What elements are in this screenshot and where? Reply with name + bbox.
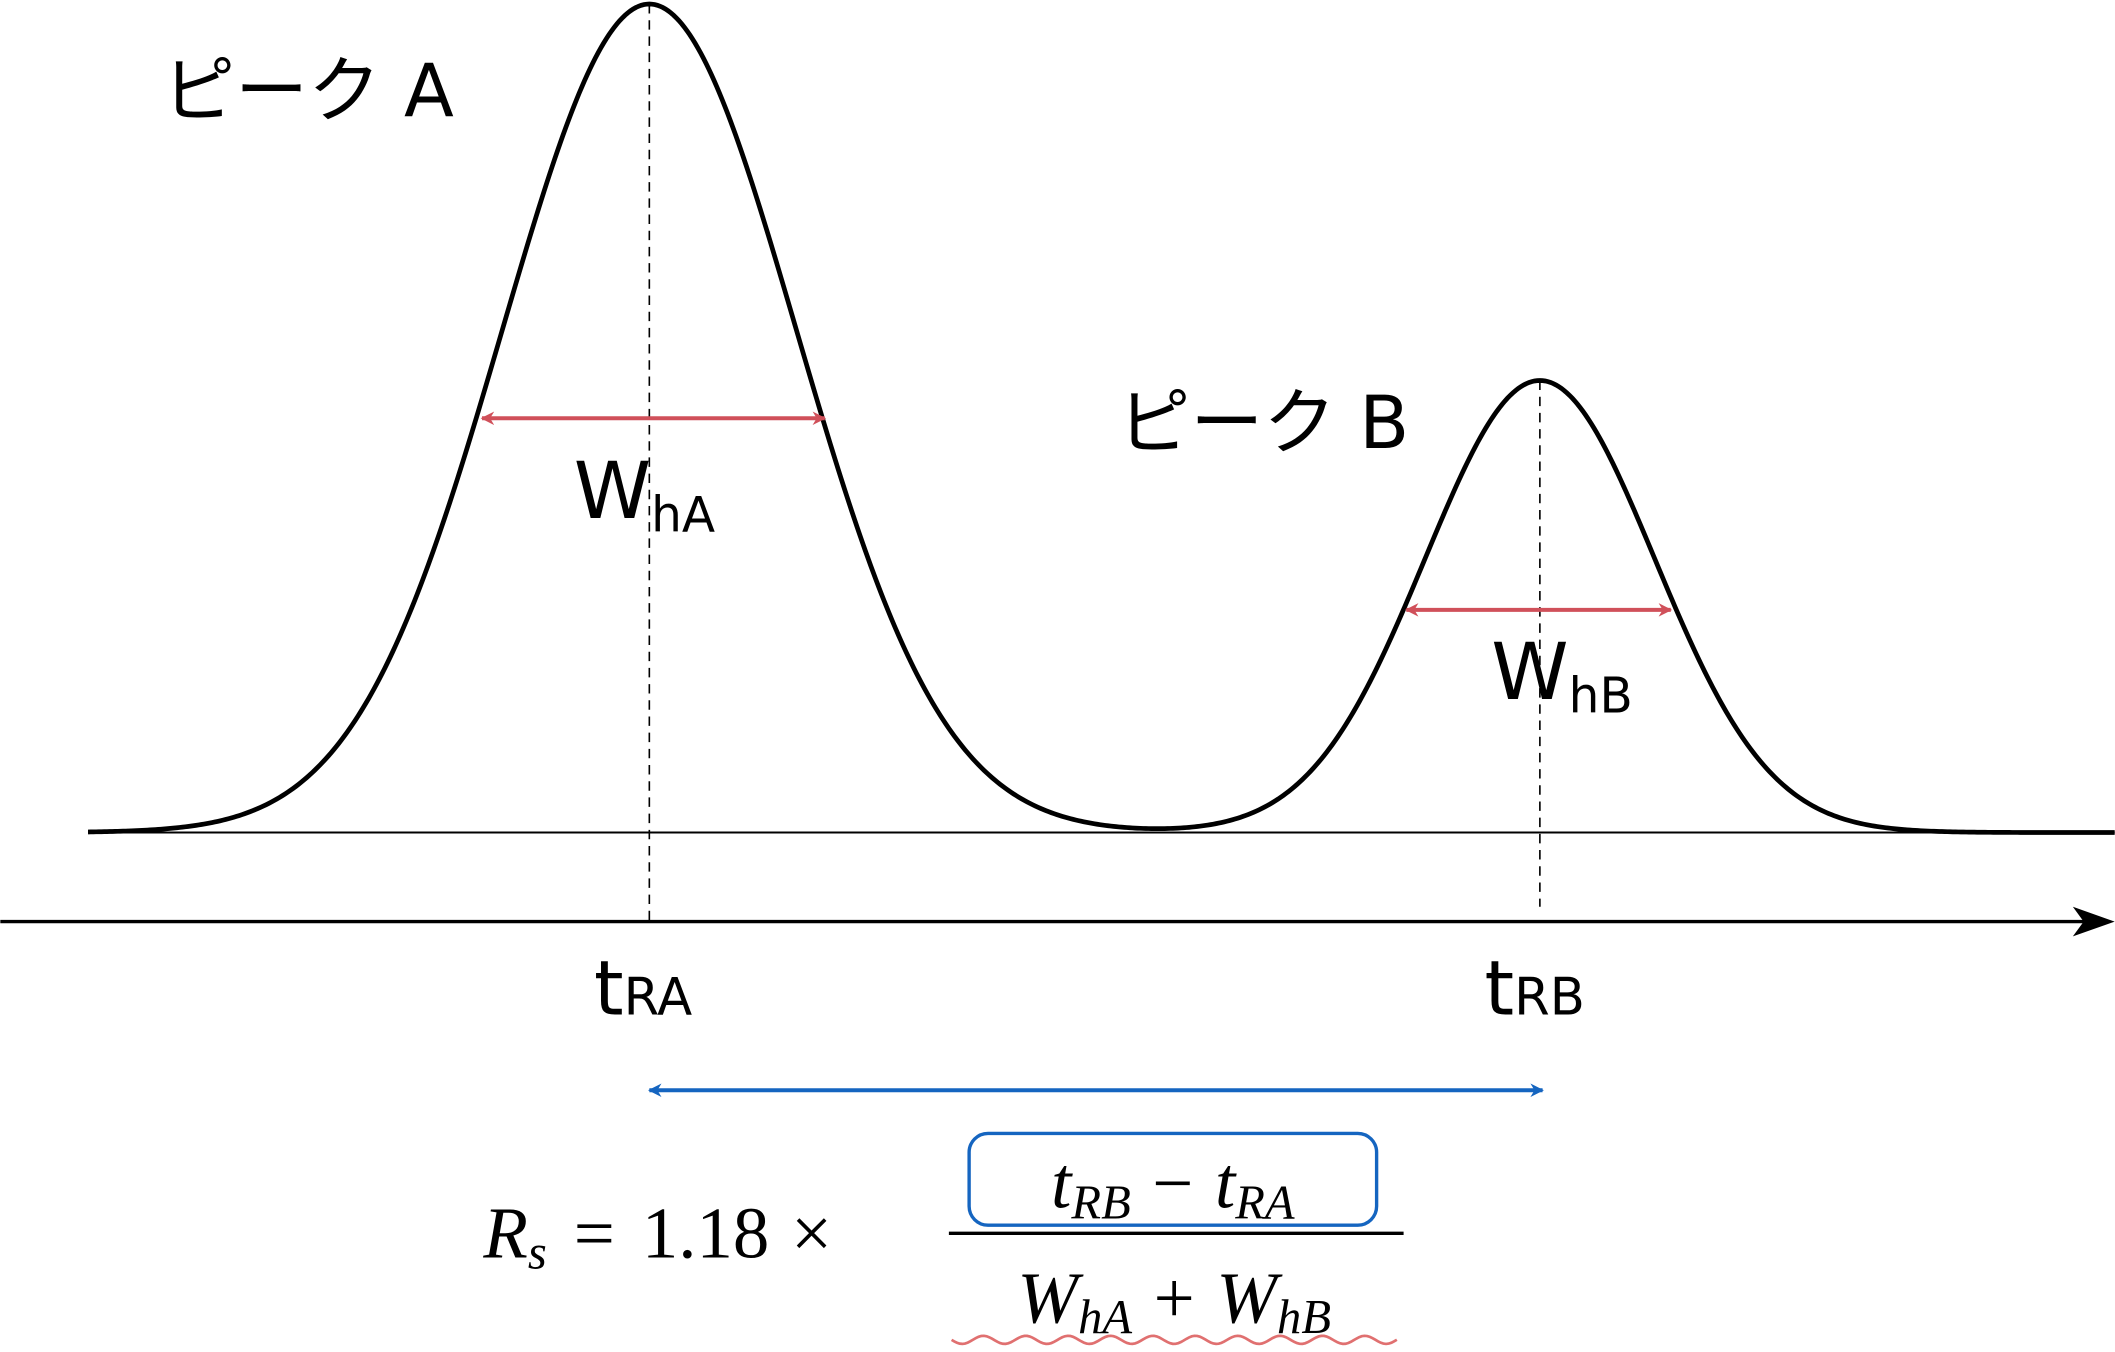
axis-arrowhead: [2072, 906, 2115, 937]
denominator-w: W: [1017, 1257, 1084, 1338]
formula-minus: −: [1152, 1143, 1193, 1224]
time-sub: RB: [1514, 968, 1585, 1028]
formula-r: R: [482, 1193, 528, 1274]
formula-denominator: WhA + WhB: [1017, 1257, 1331, 1344]
formula-plus: +: [1154, 1257, 1195, 1338]
formula-equals: =: [574, 1193, 615, 1274]
time-main: t: [594, 945, 624, 1033]
width-main: W: [574, 446, 651, 537]
wavy-underline: [950, 1334, 1398, 1346]
peak-b-label: ピーク B: [1118, 381, 1410, 466]
numerator-box: [967, 1131, 1379, 1227]
peak-a-label: ピーク A: [162, 49, 454, 134]
width-sub: hB: [1569, 668, 1633, 724]
time-sub: RA: [624, 968, 693, 1028]
numerator-t: t: [1051, 1143, 1073, 1224]
width-label-a: WhA: [574, 446, 715, 543]
formula-lhs: Rs = 1.18 ×: [482, 1193, 832, 1280]
formula-r-sub: s: [528, 1225, 547, 1279]
time-main: t: [1485, 945, 1515, 1033]
numerator-sub: RB: [1070, 1175, 1130, 1229]
time-label-b: tRB: [1485, 945, 1585, 1033]
formula-coefficient: 1.18: [642, 1193, 770, 1274]
formula-times: ×: [791, 1193, 832, 1274]
denominator-w: W: [1216, 1257, 1283, 1338]
numerator-t: t: [1215, 1143, 1237, 1224]
width-label-b: WhB: [1491, 627, 1632, 724]
width-sub: hA: [651, 488, 715, 544]
denominator-sub: hA: [1078, 1290, 1132, 1344]
chromatogram-curve: [87, 1, 2115, 835]
numerator-sub: RA: [1234, 1175, 1295, 1229]
time-label-a: tRA: [594, 945, 692, 1033]
width-main: W: [1491, 627, 1568, 718]
formula-numerator: tRB − tRA: [1051, 1143, 1295, 1230]
